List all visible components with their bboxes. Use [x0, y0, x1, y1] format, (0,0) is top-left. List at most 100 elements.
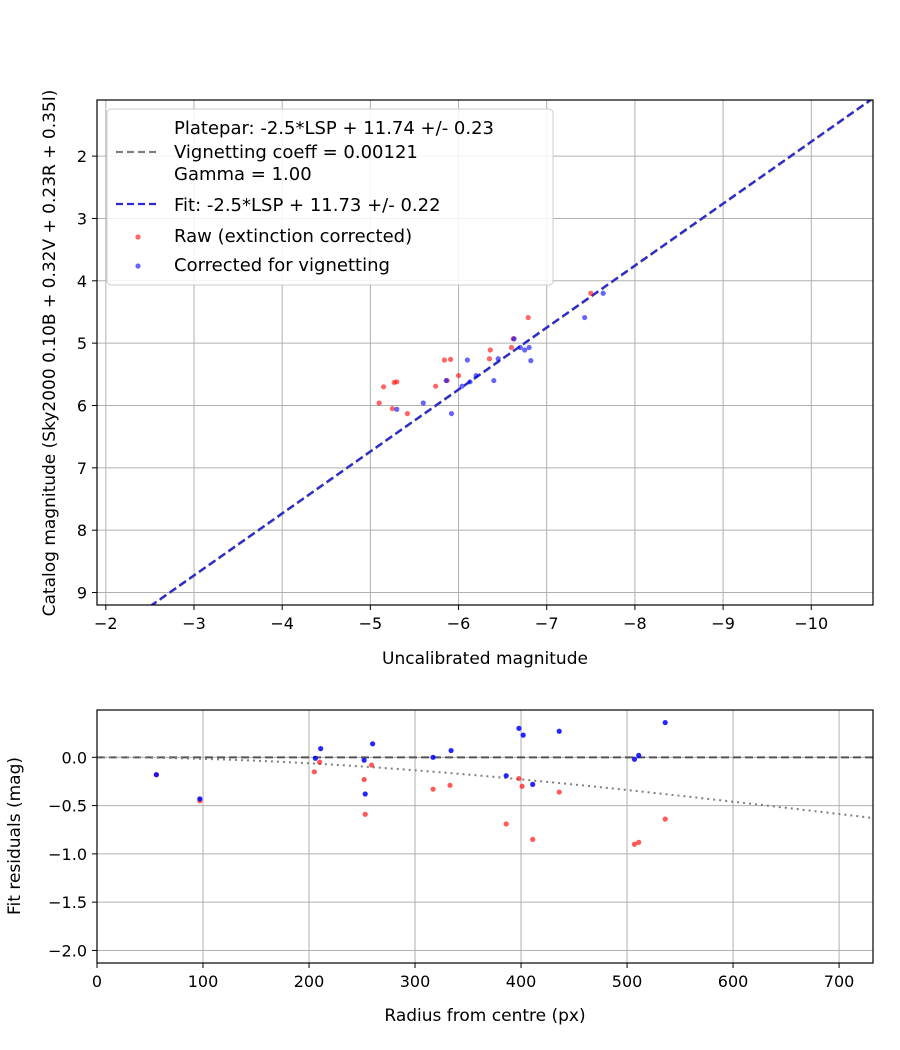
- bottom-corrected-point: [520, 732, 526, 738]
- top-corrected-point: [526, 344, 532, 351]
- top-corrected-point: [491, 377, 497, 384]
- top-x-tick-label: −7: [535, 614, 559, 633]
- legend-label-gamma: Gamma = 1.00: [174, 164, 312, 185]
- bottom-raw-point: [503, 821, 509, 827]
- bottom-corrected-point: [631, 756, 638, 762]
- bottom-y-tick-label: −1.5: [48, 893, 87, 912]
- legend: Platepar: -2.5*LSP + 11.74 +/- 0.23 Vign…: [106, 108, 554, 286]
- top-corrected-point: [495, 356, 501, 362]
- top-y-axis-label: Catalog magnitude (Sky2000 0.10B + 0.32V…: [40, 90, 60, 617]
- bottom-points: [153, 719, 668, 847]
- top-x-tick-label: −6: [447, 614, 471, 633]
- top-y-tick-label: 8: [77, 521, 87, 540]
- bottom-raw-point: [662, 816, 668, 822]
- top-corrected-point: [517, 344, 523, 351]
- bottom-x-tick-label: 300: [400, 972, 431, 991]
- top-corrected-point: [582, 314, 588, 321]
- bottom-ticks: 0 100 200 300 400 500 600 700 0.0 −0.5 −1.0 −1.5 −2.…: [48, 748, 854, 991]
- top-x-tick-label: −5: [359, 614, 383, 633]
- top-corrected-point: [394, 406, 400, 412]
- bottom-corrected-point: [516, 725, 522, 731]
- top-raw-point: [508, 344, 515, 351]
- bottom-x-tick-label: 100: [188, 972, 219, 991]
- bottom-corrected-point: [318, 746, 324, 752]
- bottom-y-tick-label: −0.5: [48, 797, 87, 816]
- bottom-y-axis-label: Fit residuals (mag): [5, 757, 25, 915]
- bottom-vignetting-curve: [97, 756, 873, 820]
- bottom-corrected-point: [556, 728, 562, 734]
- bottom-x-tick-label: 600: [718, 972, 749, 991]
- top-x-tick-label: −2: [94, 614, 118, 633]
- bottom-corrected-point: [153, 772, 159, 778]
- bottom-axes-frame: [96, 709, 874, 964]
- bottom-y-tick-label: −2.0: [48, 941, 87, 960]
- top-points: [376, 290, 606, 417]
- top-y-tick-label: 9: [77, 584, 87, 603]
- bottom-raw-point: [311, 769, 317, 775]
- bottom-chart: 0 100 200 300 400 500 600 700 0.0 −0.5 −1.0 −1.5 −2.…: [5, 709, 874, 1026]
- top-raw-point: [433, 383, 439, 389]
- bottom-x-tick-label: 700: [824, 972, 855, 991]
- bottom-x-tick-label: 200: [294, 972, 325, 991]
- bottom-raw-point: [636, 839, 642, 845]
- top-x-tick-label: −8: [623, 614, 647, 633]
- bottom-raw-point: [631, 841, 638, 847]
- top-corrected-point: [459, 383, 465, 389]
- bottom-y-tick-label: 0.0: [62, 748, 87, 767]
- legend-box: [106, 108, 554, 286]
- top-line-fit: [149, 100, 873, 605]
- top-corrected-point: [443, 377, 449, 384]
- bottom-corrected-point: [636, 752, 642, 758]
- top-x-tick-label: −10: [794, 614, 828, 633]
- top-y-tick-label: 2: [77, 147, 87, 166]
- top-corrected-point: [420, 400, 426, 406]
- top-x-tick-label: −9: [711, 614, 735, 633]
- top-corrected-point: [473, 372, 479, 379]
- top-corrected-point: [528, 358, 534, 364]
- top-chart: −2 −3 −4 −5 −6 −7 −8 −9 −10 2 3 4 5 6 7 8 9 Uncalibrated…: [40, 90, 874, 669]
- bottom-corrected-point: [503, 773, 509, 779]
- top-y-tick-label: 4: [77, 272, 87, 291]
- top-axes-frame: [96, 99, 874, 606]
- top-raw-point: [588, 290, 594, 296]
- bottom-raw-point: [430, 786, 436, 792]
- bottom-corrected-point: [197, 796, 203, 802]
- legend-corrected-marker: [135, 263, 141, 269]
- legend-label-raw: Raw (extinction corrected): [174, 226, 412, 247]
- top-corrected-point: [600, 290, 606, 296]
- top-y-tick-label: 3: [77, 209, 87, 228]
- bottom-raw-point: [556, 789, 562, 795]
- top-y-tick-label: 6: [77, 396, 87, 415]
- top-x-tick-label: −4: [270, 614, 294, 633]
- bottom-corrected-point: [430, 754, 436, 760]
- bottom-corrected-point: [312, 755, 318, 761]
- legend-label-vignetting: Vignetting coeff = 0.00121: [174, 142, 418, 163]
- bottom-corrected-point: [370, 741, 376, 747]
- legend-label-fit: Fit: -2.5*LSP + 11.73 +/- 0.22: [174, 195, 441, 216]
- bottom-raw-point: [361, 776, 367, 783]
- top-ticks: −2 −3 −4 −5 −6 −7 −8 −9 −10 2 3 4 5 6 7 8 9: [77, 147, 828, 633]
- legend-label-platepar: Platepar: -2.5*LSP + 11.74 +/- 0.23: [174, 118, 494, 139]
- top-raw-point: [486, 356, 493, 362]
- top-raw-point: [380, 384, 387, 390]
- top-corrected-point: [511, 336, 517, 342]
- bottom-x-tick-label: 400: [506, 972, 537, 991]
- top-x-axis-label: Uncalibrated magnitude: [382, 649, 588, 669]
- top-raw-point: [376, 400, 382, 406]
- bottom-reference-lines: [97, 756, 873, 820]
- bottom-raw-point: [516, 775, 522, 782]
- top-x-tick-label: −3: [182, 614, 206, 633]
- top-raw-point: [404, 410, 410, 417]
- top-raw-point: [389, 406, 396, 412]
- bottom-x-axis-label: Radius from centre (px): [384, 1006, 585, 1026]
- top-corrected-point: [522, 347, 528, 353]
- top-corrected-point: [464, 357, 470, 363]
- bottom-x-tick-label: 0: [92, 972, 102, 991]
- bottom-y-tick-label: −1.0: [48, 845, 87, 864]
- top-raw-point: [448, 356, 454, 362]
- top-raw-point: [525, 314, 531, 321]
- bottom-corrected-point: [361, 757, 367, 763]
- top-corrected-point: [467, 379, 473, 385]
- top-raw-point: [394, 379, 400, 385]
